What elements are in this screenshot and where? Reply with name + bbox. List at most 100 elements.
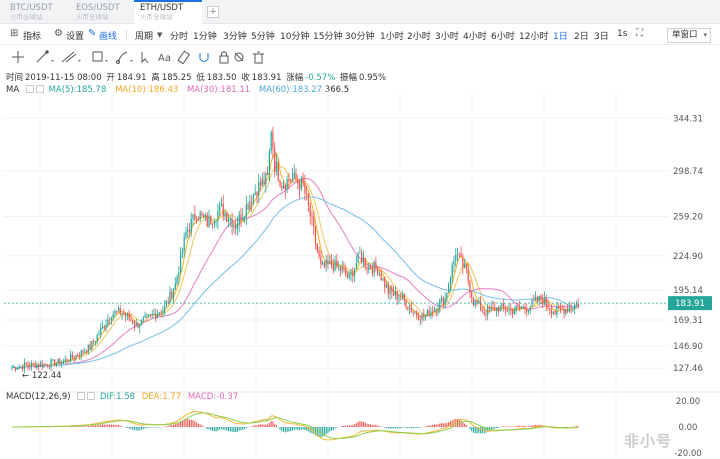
ma10-value: MA(10):186.43	[115, 85, 179, 95]
interval-15m[interactable]: 15分钟	[313, 32, 343, 42]
candle-body	[277, 161, 279, 181]
candle-body	[357, 252, 359, 264]
eye-icon[interactable]	[234, 52, 244, 62]
candle-body	[146, 314, 148, 316]
magnet-icon[interactable]	[199, 53, 209, 62]
candle-body	[513, 310, 515, 314]
interval-30m[interactable]: 30分钟	[345, 32, 375, 42]
drawing-button[interactable]: 画线	[99, 32, 118, 42]
interval-1h[interactable]: 1小时	[380, 32, 404, 42]
candle-body	[330, 260, 333, 265]
candle-body	[526, 309, 528, 312]
candle-body	[149, 314, 152, 316]
interval-1m[interactable]: 1分钟	[193, 32, 217, 42]
interval-1d[interactable]: 1日	[553, 32, 568, 42]
amplitude-label: 振幅	[340, 73, 358, 83]
interval-5m[interactable]: 5分钟	[251, 32, 275, 42]
candle-body	[50, 360, 52, 368]
interval-2h[interactable]: 2小时	[407, 32, 431, 42]
candle-body	[448, 284, 450, 294]
dea-line	[12, 412, 579, 439]
candle-body	[242, 217, 244, 221]
candle-body	[34, 363, 36, 368]
candle-body	[405, 299, 407, 308]
window-mode-select[interactable]: 单窗口 ▾	[667, 28, 711, 43]
dif-line	[12, 411, 579, 441]
candle-body	[520, 308, 523, 310]
candle-body	[515, 306, 517, 311]
trend-line-icon[interactable]	[36, 50, 49, 63]
candle-body	[492, 307, 494, 308]
ray-icon[interactable]	[61, 51, 77, 63]
candle-body	[139, 325, 141, 328]
close-value: 183.91	[251, 73, 282, 83]
candle-body	[140, 319, 143, 326]
indicators-button[interactable]: 指标	[23, 32, 42, 42]
candle-body	[45, 363, 47, 365]
settings-button[interactable]: 设置	[66, 32, 85, 42]
crosshair-icon[interactable]	[12, 51, 24, 63]
brush-icon[interactable]	[116, 51, 128, 64]
fullscreen-icon[interactable]: ⛶	[636, 28, 643, 39]
candle-body	[542, 299, 544, 305]
candle-body	[288, 179, 290, 182]
candle-body	[337, 266, 340, 268]
interval-3h[interactable]: 3小时	[435, 32, 459, 42]
candle-body	[217, 211, 219, 221]
candle-body	[69, 354, 72, 362]
candle-body	[114, 311, 116, 315]
candle-body	[112, 314, 114, 318]
interval-3m[interactable]: 3分钟	[223, 32, 247, 42]
candle-body	[538, 295, 540, 302]
candle-body	[18, 366, 20, 369]
candle-body	[148, 314, 150, 316]
tab-eos-usdt[interactable]: EOS/USDT 火币全球站	[70, 2, 126, 24]
candle-body	[180, 253, 182, 273]
macd-value: MACD:-0.37	[187, 392, 239, 402]
candle-body	[46, 364, 49, 367]
candle-body	[559, 307, 562, 310]
macd-settings-icon[interactable]	[77, 392, 86, 400]
interval-tick[interactable]: 分时	[170, 32, 189, 42]
candle-body	[188, 229, 191, 232]
text-tool-icon[interactable]: Aa	[158, 53, 171, 64]
candle-body	[66, 359, 68, 362]
candle-body	[243, 216, 246, 218]
candle-body	[235, 224, 237, 229]
interval-2d[interactable]: 2日	[574, 32, 589, 42]
candle-body	[446, 293, 448, 299]
add-tab-button[interactable]: +	[207, 6, 219, 18]
candle-body	[350, 272, 352, 275]
cursor-icon[interactable]	[141, 52, 149, 64]
interval-10m[interactable]: 10分钟	[280, 32, 310, 42]
candle-body	[428, 309, 430, 317]
candle-body	[456, 254, 459, 256]
interval-3d[interactable]: 3日	[594, 32, 609, 42]
candle-body	[103, 326, 105, 329]
candle-body	[410, 307, 412, 313]
candle-body	[245, 204, 247, 217]
candle-body	[478, 301, 480, 304]
rectangle-icon[interactable]	[92, 51, 103, 62]
interval-12h[interactable]: 12小时	[519, 32, 549, 42]
interval-6h[interactable]: 6小时	[491, 32, 515, 42]
candle-body	[164, 305, 166, 310]
candle-body	[442, 297, 444, 305]
candle-body	[393, 292, 395, 296]
lock-icon[interactable]	[219, 51, 229, 64]
interval-1s[interactable]: 1s	[617, 29, 628, 39]
interval-4h[interactable]: 4小时	[463, 32, 487, 42]
tab-eth-usdt[interactable]: ETH/USDT 火币全球站	[134, 0, 202, 24]
candle-body	[416, 312, 418, 316]
price-chart[interactable]: 344.31 298.74 259.20 224.90 195.14 169.31 146.…	[0, 46, 720, 459]
tab-btc-usdt[interactable]: BTC/USDT 火币全球站	[4, 2, 59, 24]
window-mode-value: 单窗口	[672, 30, 698, 40]
ma-settings-icon[interactable]	[25, 85, 34, 93]
trash-icon[interactable]	[253, 51, 264, 64]
ma30-value: MA(30):181.11	[186, 85, 251, 95]
candle-body	[361, 252, 363, 263]
macd-close-icon[interactable]	[87, 392, 96, 400]
ruler-icon[interactable]	[177, 50, 191, 65]
period-button[interactable]: 周期	[135, 32, 154, 42]
candle-body	[369, 266, 372, 270]
